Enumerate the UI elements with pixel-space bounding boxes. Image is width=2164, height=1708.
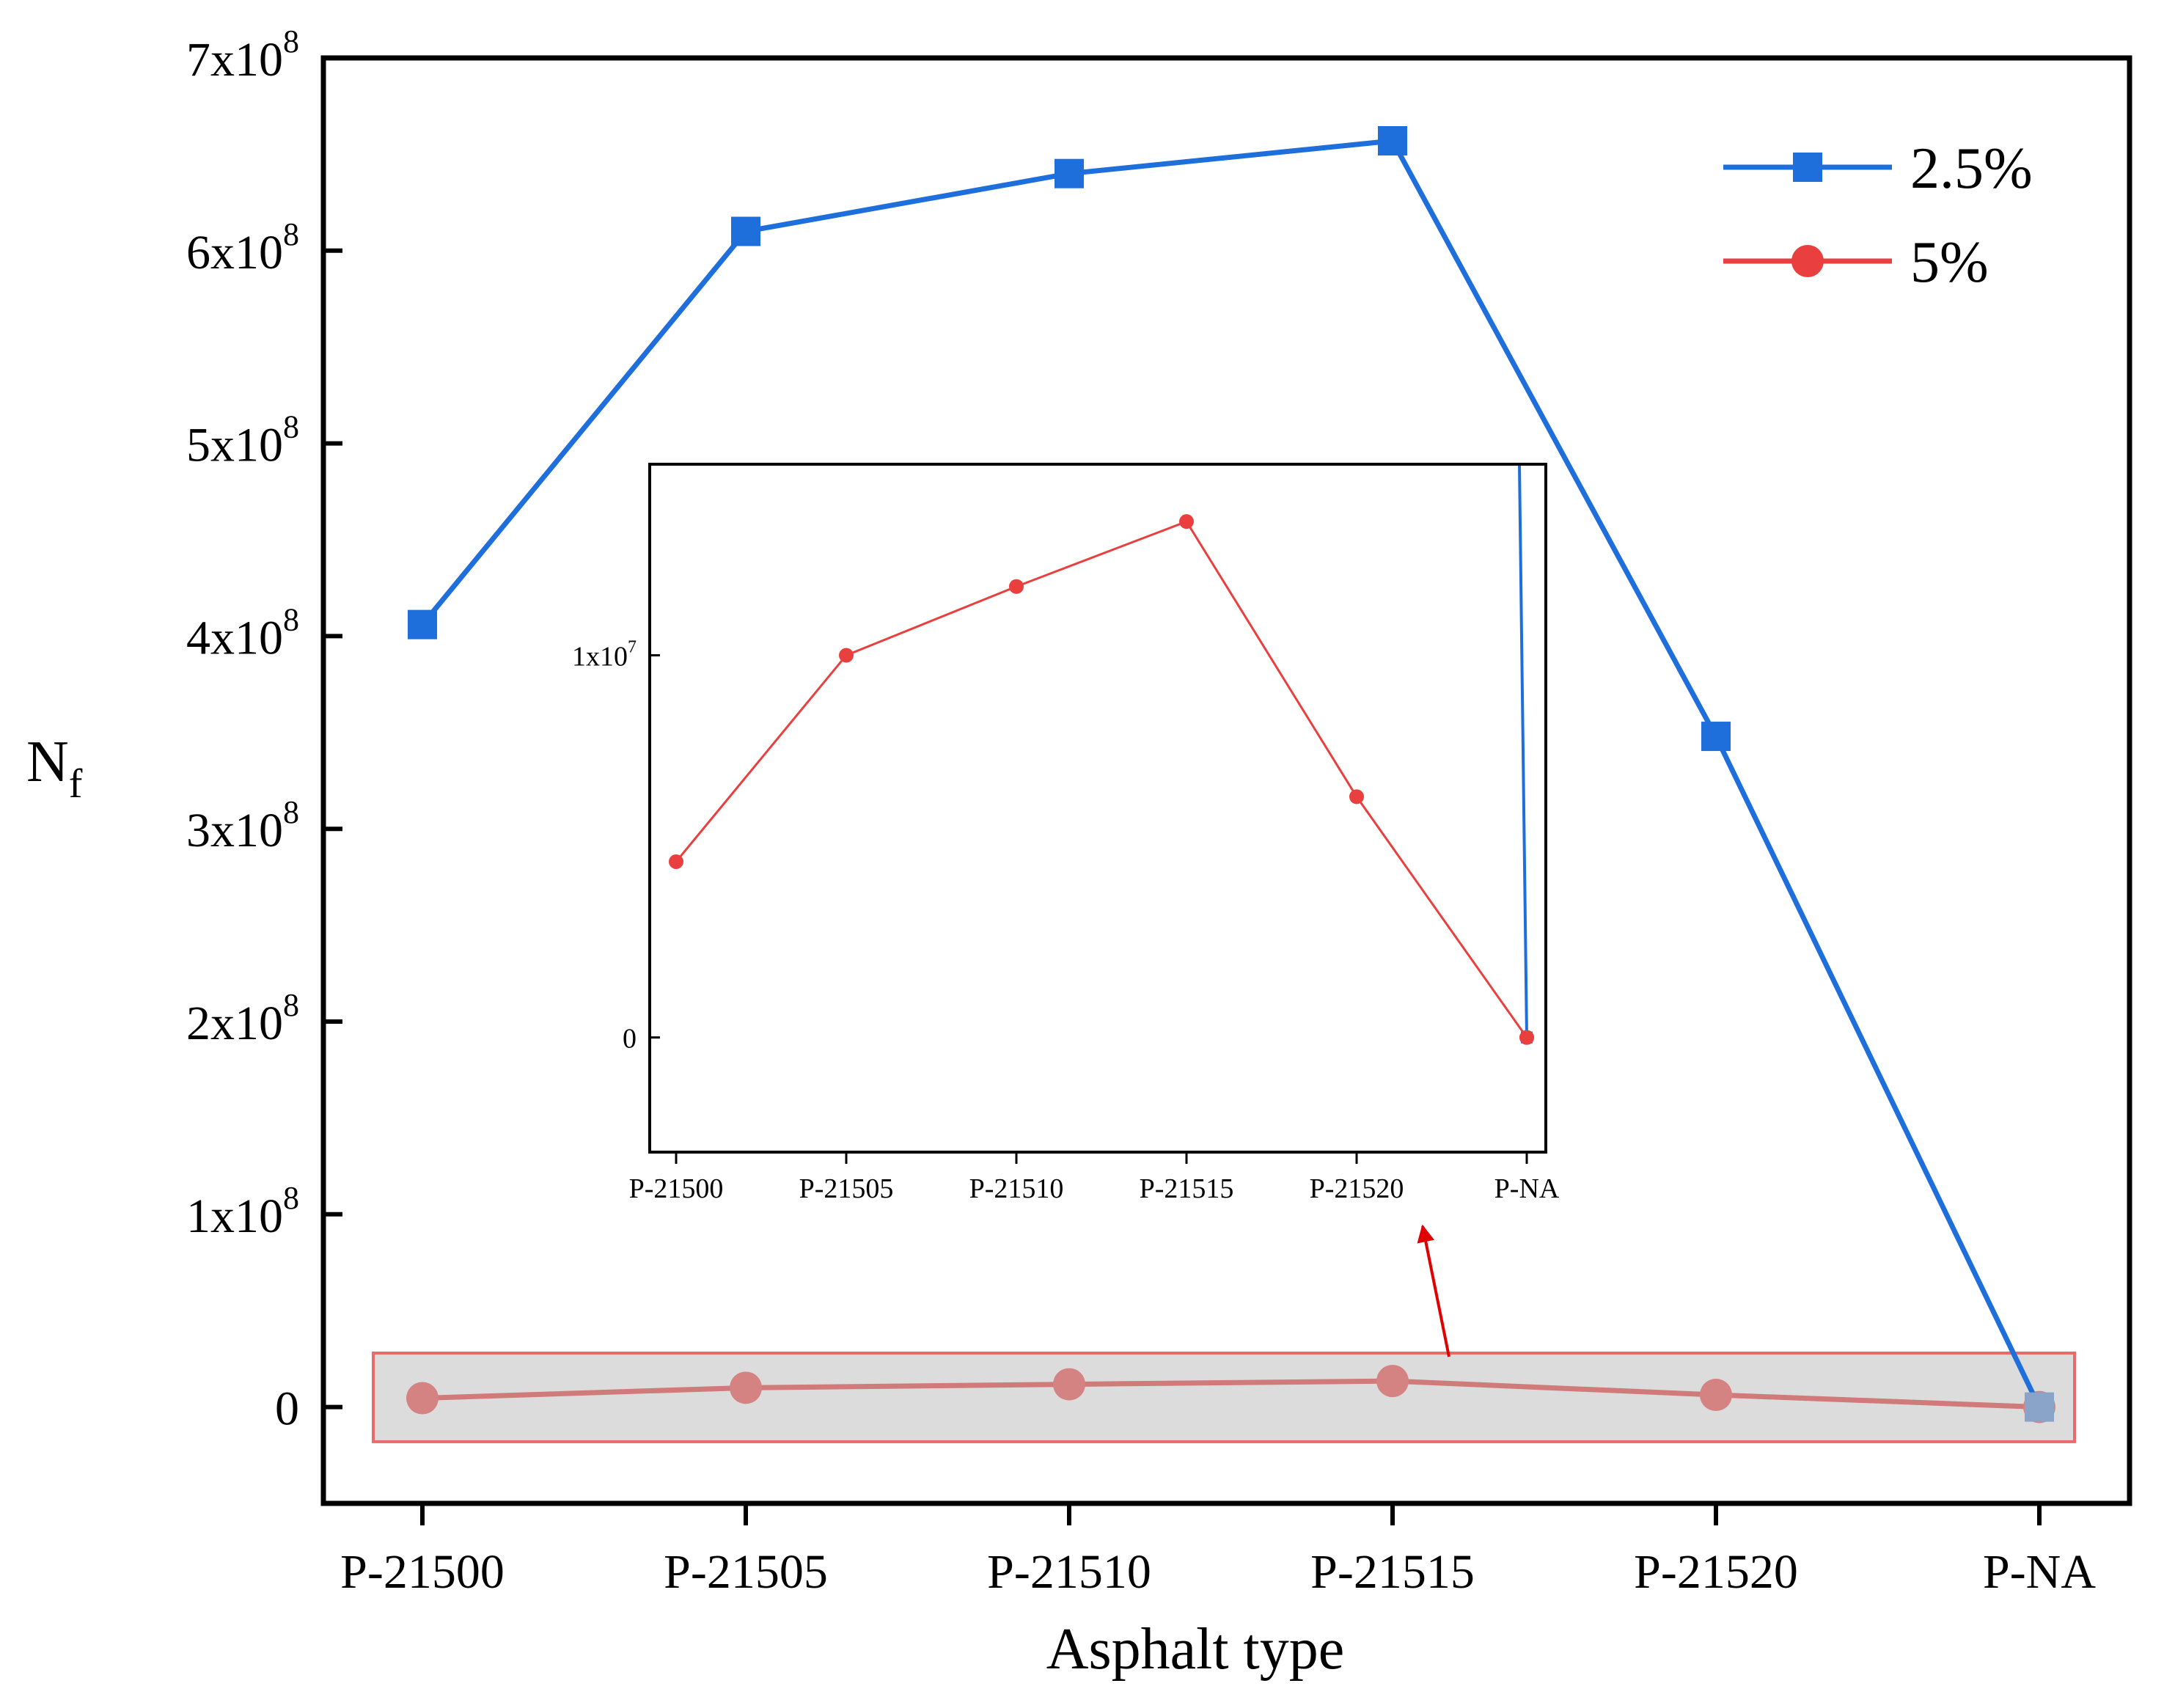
y-tick-label: 2x108 (186, 987, 299, 1050)
inset-data-point-5pct (1349, 789, 1364, 804)
y-tick-label: 0 (275, 1382, 299, 1436)
y-tick-label: 7x108 (186, 23, 299, 87)
inset-y-tick-label: 1x107 (572, 638, 637, 672)
x-tick-label: P-21515 (1310, 1545, 1475, 1599)
inset-data-point-5pct (1179, 514, 1194, 529)
data-point-2-5pct (2025, 1392, 2054, 1422)
inset-x-tick-label: P-21500 (629, 1173, 724, 1204)
data-point-2-5pct (408, 609, 437, 639)
data-point-5pct (1053, 1368, 1085, 1401)
zoom-arrow (1417, 1224, 1450, 1357)
series-line-5pct (422, 1378, 2040, 1410)
data-point-2-5pct (1378, 126, 1407, 156)
data-point-5pct (730, 1371, 762, 1404)
y-tick-label: 5x108 (186, 409, 299, 472)
x-tick-label: P-21505 (664, 1545, 828, 1599)
legend-marker (1793, 153, 1822, 182)
x-tick-label: P-21510 (987, 1545, 1151, 1599)
inset-y-tick-label: 0 (623, 1024, 637, 1055)
x-tick-label: P-21500 (340, 1545, 505, 1599)
data-point-2-5pct (731, 216, 760, 246)
inset-data-point-5pct (1009, 579, 1024, 594)
inset-x-tick-label: P-21515 (1140, 1173, 1234, 1204)
y-tick-label: 1x108 (186, 1180, 299, 1243)
legend-label: 2.5% (1910, 136, 2033, 201)
legend-label: 5% (1910, 230, 1989, 295)
x-tick-label: P-21520 (1634, 1545, 1798, 1599)
x-axis-title: Asphalt type (1046, 1617, 1345, 1682)
y-tick-label: 4x108 (186, 601, 299, 664)
inset-series-line-2-5pct (1518, 465, 1528, 1038)
inset-x-tick-label: P-21505 (799, 1173, 894, 1204)
series-line-2-5pct (420, 138, 2042, 1409)
inset-x-tick-label: P-21520 (1310, 1173, 1404, 1204)
y-axis-title: Nf (26, 730, 83, 807)
data-point-2-5pct (1055, 158, 1084, 188)
inset-series-line-5pct (675, 520, 1528, 1038)
data-point-5pct (1700, 1379, 1732, 1412)
plot-frame (320, 55, 2132, 1506)
y-tick-label: 3x108 (186, 794, 299, 857)
data-point-5pct (406, 1382, 439, 1415)
inset-x-tick-label: P-21510 (969, 1173, 1064, 1204)
y-tick-label: 6x108 (186, 216, 299, 279)
x-tick-label: P-NA (1983, 1545, 2096, 1599)
inset-x-tick-label: P-NA (1494, 1173, 1560, 1204)
inset-data-point-5pct (1519, 1030, 1534, 1045)
inset-data-point-5pct (839, 648, 854, 663)
legend-marker (1791, 245, 1824, 277)
data-point-5pct (1376, 1365, 1409, 1398)
inset-frame (648, 463, 1547, 1154)
inset-data-point-5pct (669, 854, 683, 869)
data-point-2-5pct (1701, 722, 1731, 752)
